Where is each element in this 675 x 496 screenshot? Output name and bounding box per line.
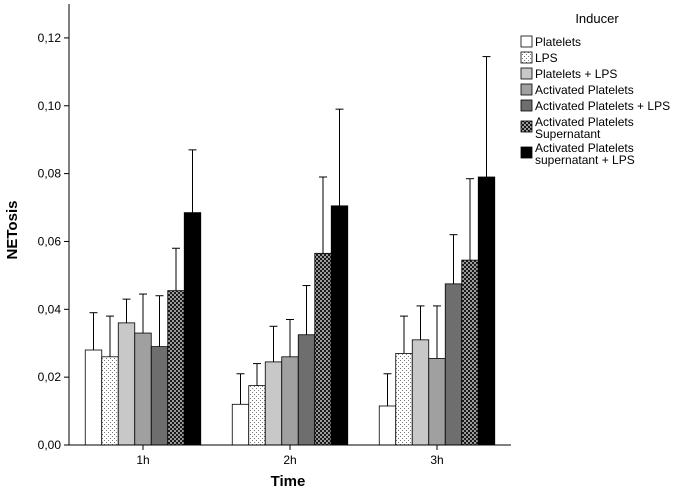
bar-platelets-lps-3h [411,339,430,446]
bar-platelets-3h [378,405,397,446]
x-tick-label: 3h [430,453,443,467]
y-tick-label: 0,12 [38,31,62,45]
legend-label: Activated Platelets [535,115,634,129]
bar-activated-platelets-supernatant-lps-2h [330,205,349,446]
y-tick-label: 0,02 [38,370,62,384]
bar-activated-platelets-3h [428,358,446,446]
legend-swatch [520,83,533,96]
legend-swatch [520,99,533,112]
legend-swatch [520,51,533,64]
x-axis: 1h 2h 3h [69,444,511,467]
bar-activated-platelets-supernatant-3h [461,259,479,446]
legend-swatch [520,120,533,133]
legend-label: Activated Platelets + LPS [535,99,670,113]
y-axis: 0,00 0,02 0,04 0,06 0,08 0,10 0,12 [38,4,70,452]
y-tick-label: 0,10 [38,99,62,113]
bar-activated-platelets-1h [134,332,152,446]
bar-platelets-lps-1h [117,322,136,446]
bar-activated-platelets-lps-2h [297,334,316,446]
bar-activated-platelets-2h [281,356,299,446]
bar-activated-platelets-supernatant-2h [314,252,332,446]
x-tick-label: 1h [136,453,149,467]
bar-activated-platelets-lps-1h [150,346,169,446]
bar-platelets-1h [84,349,103,446]
bar-activated-platelets-supernatant-lps-1h [183,212,202,446]
y-tick-label: 0,06 [38,234,62,248]
x-tick-label: 2h [283,453,296,467]
legend-label: LPS [535,51,558,65]
y-tick-label: 0,04 [38,302,62,316]
error-bars-group [89,56,491,406]
legend-label: Activated Platelets [535,83,634,97]
bar-lps-1h [101,356,119,446]
bar-activated-platelets-lps-3h [444,283,463,446]
legend-label: supernatant + LPS [535,153,635,167]
legend-label: Platelets [535,35,581,49]
legend-swatch [520,35,533,48]
bar-activated-platelets-supernatant-lps-3h [477,176,496,446]
y-tick-label: 0,00 [38,438,62,452]
x-axis-title: Time [271,473,306,490]
legend-label: Platelets + LPS [535,67,617,81]
bars-group [84,176,496,446]
bar-platelets-lps-2h [264,361,283,446]
legend-title: Inducer [575,11,619,26]
bar-activated-platelets-supernatant-1h [167,290,185,446]
legend-swatch [520,146,533,159]
legend: Inducer Platelets LPS Platelets + LPS Activ… [520,11,670,167]
legend-label: Supernatant [535,127,601,141]
bar-lps-3h [395,353,413,446]
legend-swatch [520,67,533,80]
y-axis-title: NETosis [4,201,21,260]
legend-label: Activated Platelets [535,141,634,155]
bar-platelets-2h [231,403,250,446]
bar-lps-2h [248,385,266,446]
y-tick-label: 0,08 [38,167,62,181]
